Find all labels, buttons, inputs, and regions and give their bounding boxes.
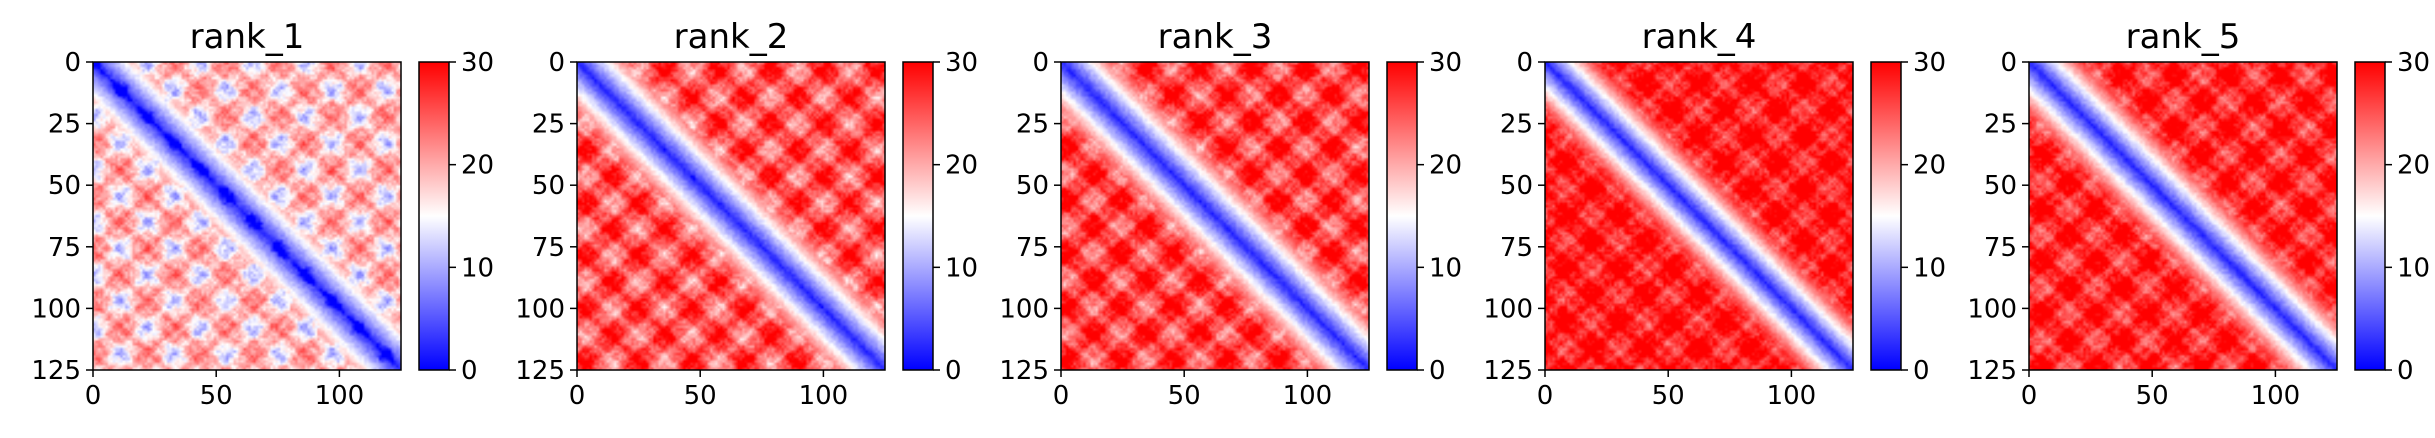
colorbar	[1870, 61, 1902, 371]
y-tick-label: 50	[1984, 171, 2017, 201]
y-tick-label: 125	[1483, 356, 1533, 386]
colorbar-tick-label: 0	[2397, 356, 2414, 386]
x-tick-label: 50	[200, 381, 233, 411]
colorbar-tick-label: 30	[945, 48, 978, 78]
heatmap-image	[1545, 62, 1853, 370]
y-tick-label: 125	[999, 356, 1049, 386]
plot-frame	[1060, 61, 1370, 371]
y-tick-label: 50	[1500, 171, 1533, 201]
colorbar-tick-label: 10	[1429, 253, 1462, 283]
panel-title: rank_3	[1158, 17, 1273, 57]
colorbar-tick-label: 20	[1913, 151, 1946, 181]
colorbar-tick-label: 10	[945, 253, 978, 283]
plot-frame	[2028, 61, 2338, 371]
y-tick-label: 125	[1967, 356, 2017, 386]
y-tick-label: 100	[31, 294, 81, 324]
colorbar-tick-label: 0	[1429, 356, 1446, 386]
colorbar-tick-label: 20	[1429, 151, 1462, 181]
y-tick-label: 25	[48, 110, 81, 140]
y-tick-label: 0	[2000, 48, 2017, 78]
x-tick-label: 0	[569, 381, 586, 411]
y-tick-label: 0	[548, 48, 565, 78]
panel-title: rank_5	[2126, 17, 2241, 57]
x-tick-label: 100	[799, 381, 849, 411]
colorbar-tick-label: 0	[945, 356, 962, 386]
colorbar-tick-label: 20	[461, 151, 494, 181]
plot-frame	[576, 61, 886, 371]
x-tick-label: 0	[85, 381, 102, 411]
colorbar-tick-label: 20	[2397, 151, 2430, 181]
y-tick-label: 0	[1032, 48, 1049, 78]
x-tick-label: 50	[1652, 381, 1685, 411]
y-tick-label: 0	[64, 48, 81, 78]
y-tick-label: 75	[1984, 233, 2017, 263]
y-tick-label: 100	[1967, 294, 2017, 324]
y-tick-label: 75	[1016, 233, 1049, 263]
y-tick-label: 50	[1016, 171, 1049, 201]
y-tick-label: 100	[999, 294, 1049, 324]
panel-title: rank_1	[190, 17, 305, 57]
x-tick-label: 0	[2021, 381, 2038, 411]
heatmap-image	[93, 62, 401, 370]
y-tick-label: 25	[1016, 110, 1049, 140]
panel-title: rank_4	[1642, 17, 1757, 57]
colorbar-tick-label: 30	[461, 48, 494, 78]
colorbar-tick-label: 0	[461, 356, 478, 386]
colorbar-tick-label: 30	[1429, 48, 1462, 78]
x-tick-label: 100	[1283, 381, 1333, 411]
x-tick-label: 100	[1767, 381, 1817, 411]
x-tick-label: 50	[2136, 381, 2169, 411]
colorbar	[1386, 61, 1418, 371]
x-tick-label: 50	[684, 381, 717, 411]
x-tick-label: 100	[2251, 381, 2301, 411]
colorbar-tick-label: 0	[1913, 356, 1930, 386]
colorbar	[902, 61, 934, 371]
colorbar-tick-label: 10	[1913, 253, 1946, 283]
y-tick-label: 0	[1516, 48, 1533, 78]
colorbar	[418, 61, 450, 371]
heatmap-image	[1061, 62, 1369, 370]
x-tick-label: 0	[1537, 381, 1554, 411]
colorbar	[2354, 61, 2386, 371]
heatmap-image	[2029, 62, 2337, 370]
y-tick-label: 25	[1984, 110, 2017, 140]
y-tick-label: 50	[48, 171, 81, 201]
colorbar-tick-label: 10	[2397, 253, 2430, 283]
y-tick-label: 75	[1500, 233, 1533, 263]
y-tick-label: 75	[532, 233, 565, 263]
colorbar-tick-label: 10	[461, 253, 494, 283]
y-tick-label: 25	[532, 110, 565, 140]
colorbar-tick-label: 20	[945, 151, 978, 181]
x-tick-label: 100	[315, 381, 365, 411]
y-tick-label: 125	[31, 356, 81, 386]
y-tick-label: 25	[1500, 110, 1533, 140]
y-tick-label: 100	[1483, 294, 1533, 324]
x-tick-label: 50	[1168, 381, 1201, 411]
y-tick-label: 100	[515, 294, 565, 324]
plot-frame	[92, 61, 402, 371]
y-tick-label: 125	[515, 356, 565, 386]
plot-frame	[1544, 61, 1854, 371]
colorbar-tick-label: 30	[2397, 48, 2430, 78]
y-tick-label: 50	[532, 171, 565, 201]
panel-title: rank_2	[674, 17, 789, 57]
colorbar-tick-label: 30	[1913, 48, 1946, 78]
heatmap-image	[577, 62, 885, 370]
x-tick-label: 0	[1053, 381, 1070, 411]
y-tick-label: 75	[48, 233, 81, 263]
